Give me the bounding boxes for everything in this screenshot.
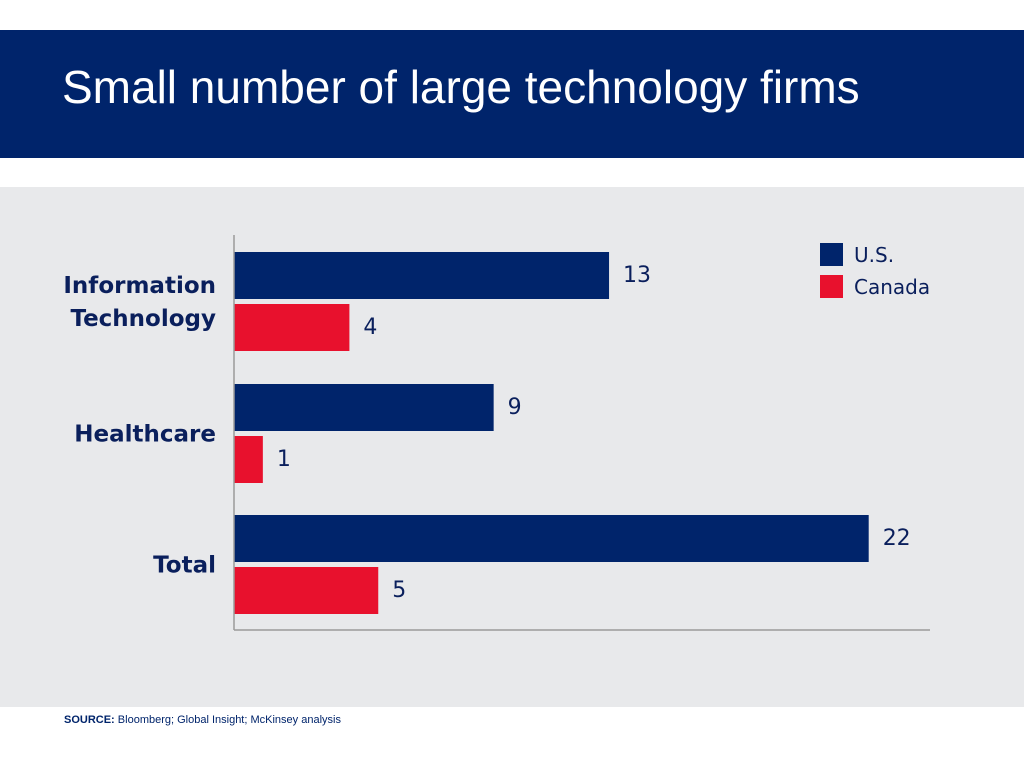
value-label-canada-0: 4 — [363, 315, 377, 340]
category-label-1-0: Healthcare — [74, 422, 216, 448]
source-note: SOURCE: Bloomberg; Global Insight; McKin… — [64, 714, 341, 726]
bar-us-2 — [234, 515, 869, 562]
value-label-us-0: 13 — [623, 263, 651, 288]
value-label-canada-2: 5 — [392, 578, 406, 603]
bar-us-1 — [234, 384, 494, 431]
legend-label-canada: Canada — [854, 275, 930, 299]
bar-us-0 — [234, 252, 610, 299]
value-labels: 13 4 9 1 22 5 — [277, 263, 911, 603]
legend: U.S. Canada — [820, 243, 930, 299]
title-bar — [0, 30, 1024, 158]
value-label-canada-1: 1 — [277, 447, 291, 472]
value-label-us-2: 22 — [883, 526, 911, 551]
legend-swatch-canada — [820, 275, 843, 298]
category-label-2-0: Total — [153, 553, 216, 579]
value-label-us-1: 9 — [508, 395, 522, 420]
slide-title: Small number of large technology firms — [62, 61, 860, 113]
legend-swatch-us — [820, 243, 843, 266]
bars — [234, 252, 869, 614]
axes — [233, 235, 930, 631]
legend-label-us: U.S. — [854, 243, 894, 267]
bar-canada-1 — [234, 436, 263, 483]
bar-canada-2 — [234, 567, 379, 614]
category-label-0-1: Technology — [70, 306, 216, 332]
bar-canada-0 — [234, 304, 350, 351]
source-label: SOURCE: — [64, 714, 115, 726]
source-text: Bloomberg; Global Insight; McKinsey anal… — [117, 714, 341, 726]
category-label-0-0: Information — [63, 273, 216, 299]
category-labels: Information Technology Healthcare Total — [63, 273, 216, 579]
